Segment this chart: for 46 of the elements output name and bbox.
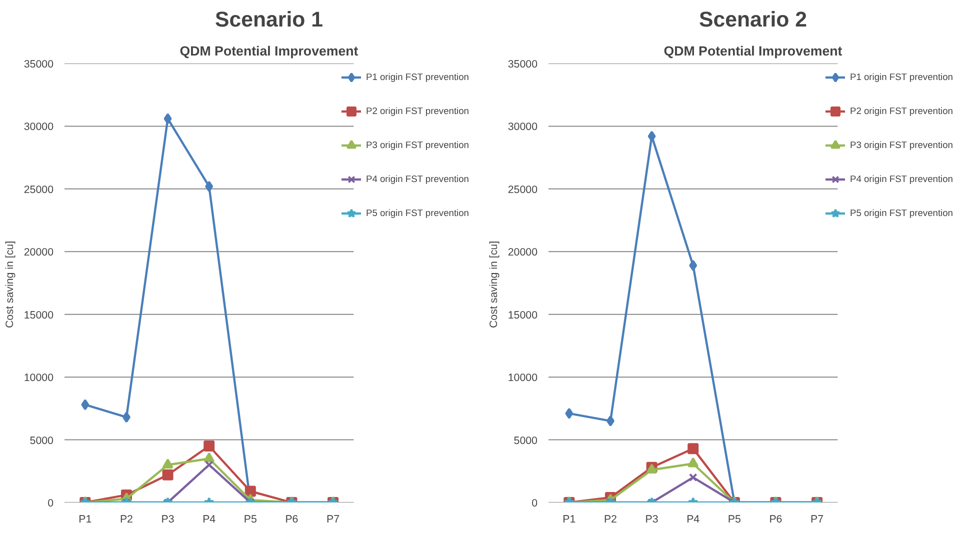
x-tick-label: P4 bbox=[202, 514, 216, 526]
legend-label: P4 origin FST prevention bbox=[366, 174, 469, 184]
y-tick-label: 5000 bbox=[30, 434, 54, 447]
x-tick-label: P5 bbox=[728, 514, 741, 526]
chart-subtitle: QDM Potential Improvement bbox=[664, 44, 843, 58]
x-tick-label: P3 bbox=[161, 514, 174, 526]
y-tick-label: 10000 bbox=[24, 372, 54, 384]
chart-title: Scenario 2 bbox=[699, 8, 807, 32]
y-tick-label: 35000 bbox=[508, 58, 538, 70]
legend-label: P3 origin FST prevention bbox=[850, 140, 953, 150]
y-tick-label: 15000 bbox=[24, 309, 54, 322]
legend-label: P5 origin FST prevention bbox=[366, 208, 469, 218]
x-tick-label: P2 bbox=[120, 514, 134, 526]
y-tick-label: 30000 bbox=[24, 121, 54, 134]
y-tick-label: 25000 bbox=[508, 184, 538, 196]
y-tick-label: 0 bbox=[532, 498, 538, 510]
y-tick-label: 20000 bbox=[508, 246, 538, 259]
y-tick-label: 20000 bbox=[24, 246, 54, 259]
legend-label: P2 origin FST prevention bbox=[850, 106, 953, 116]
y-tick-label: 5000 bbox=[514, 434, 538, 447]
legend-label: P1 origin FST prevention bbox=[366, 72, 469, 82]
y-tick-label: 0 bbox=[48, 498, 54, 510]
y-tick-label: 25000 bbox=[24, 184, 54, 196]
x-tick-label: P1 bbox=[78, 514, 92, 526]
x-tick-label: P4 bbox=[686, 514, 700, 526]
x-tick-label: P6 bbox=[285, 514, 298, 526]
chart-subtitle: QDM Potential Improvement bbox=[180, 44, 359, 58]
legend-label: P2 origin FST prevention bbox=[366, 106, 469, 116]
y-tick-label: 10000 bbox=[508, 372, 538, 384]
x-tick-label: P7 bbox=[810, 514, 824, 526]
y-tick-label: 35000 bbox=[24, 58, 54, 70]
y-tick-label: 15000 bbox=[508, 309, 538, 322]
x-tick-label: P5 bbox=[244, 514, 257, 526]
y-axis-title: Cost saving in [cu] bbox=[4, 240, 16, 328]
x-tick-label: P2 bbox=[604, 514, 618, 526]
legend-label: P3 origin FST prevention bbox=[366, 140, 469, 150]
chart-title: Scenario 1 bbox=[215, 8, 324, 32]
x-tick-label: P1 bbox=[562, 514, 576, 526]
y-axis-title: Cost saving in [cu] bbox=[488, 240, 500, 328]
x-tick-label: P6 bbox=[769, 514, 782, 526]
x-tick-label: P3 bbox=[645, 514, 658, 526]
legend-label: P5 origin FST prevention bbox=[850, 208, 953, 218]
legend-label: P4 origin FST prevention bbox=[850, 174, 953, 184]
x-tick-label: P7 bbox=[326, 514, 340, 526]
y-tick-label: 30000 bbox=[508, 121, 538, 134]
legend-label: P1 origin FST prevention bbox=[850, 72, 953, 82]
